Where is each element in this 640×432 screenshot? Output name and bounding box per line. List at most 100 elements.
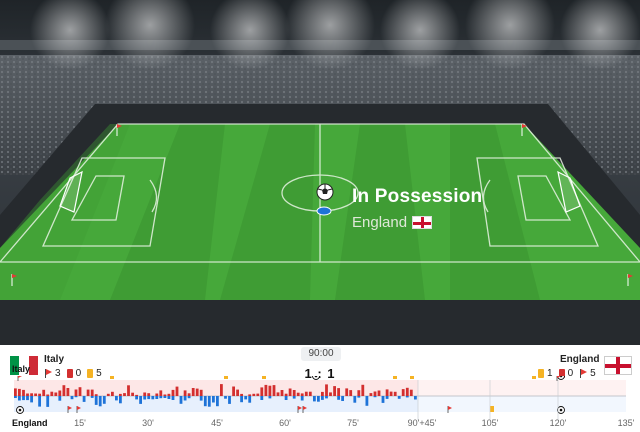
momentum-bar-away bbox=[102, 396, 106, 404]
corner-flag-icon bbox=[556, 376, 561, 381]
corner-flag-icon bbox=[17, 376, 22, 381]
momentum-bar-home bbox=[54, 392, 58, 396]
match-clock: 90:00 bbox=[301, 347, 341, 361]
momentum-bar-away bbox=[216, 396, 219, 407]
home-yellow-cards: 5 bbox=[96, 368, 102, 379]
soccer-ball-icon bbox=[557, 376, 565, 380]
home-team-stats: 3 0 5 bbox=[44, 368, 102, 379]
momentum-bar-home bbox=[167, 393, 171, 396]
momentum-bar-away bbox=[405, 396, 409, 398]
momentum-bar-home bbox=[183, 390, 187, 396]
yellow-card-icon bbox=[87, 369, 94, 378]
momentum-bar-home bbox=[232, 386, 235, 396]
momentum-bar-home bbox=[300, 393, 304, 396]
momentum-bar-away bbox=[248, 396, 252, 403]
momentum-bar-home bbox=[155, 393, 159, 396]
momentum-bar-home bbox=[252, 393, 256, 396]
momentum-bar-home bbox=[361, 384, 365, 396]
momentum-bar-home bbox=[304, 391, 308, 396]
possession-team-name: England bbox=[352, 214, 408, 231]
corner-flag-icon bbox=[44, 369, 52, 378]
stadium-scene bbox=[0, 0, 640, 345]
timeline-tick-label: 105' bbox=[482, 418, 499, 428]
momentum-bar-away bbox=[321, 396, 324, 400]
momentum-bar-home bbox=[106, 393, 110, 396]
momentum-bar-away bbox=[224, 396, 227, 399]
right-goal bbox=[557, 170, 581, 213]
momentum-bar-home bbox=[38, 393, 41, 396]
momentum-bar-home bbox=[292, 390, 296, 396]
momentum-bar-away bbox=[30, 396, 33, 403]
momentum-bar-away bbox=[18, 396, 21, 401]
momentum-bar-home bbox=[240, 393, 243, 396]
corner-flag-icon bbox=[11, 124, 633, 286]
england-flag-icon bbox=[604, 356, 632, 375]
momentum-bar-away bbox=[46, 396, 50, 407]
home-red-cards: 0 bbox=[75, 368, 82, 379]
momentum-bar-home bbox=[86, 389, 90, 396]
momentum-bar-home bbox=[369, 393, 373, 396]
momentum-bar-home bbox=[393, 391, 397, 396]
momentum-bar-away bbox=[397, 396, 401, 399]
momentum-bar-home bbox=[321, 391, 324, 396]
left-goal bbox=[59, 170, 83, 213]
momentum-bar-home bbox=[333, 386, 336, 396]
momentum-bar-away bbox=[119, 396, 122, 404]
momentum-bar-away bbox=[163, 396, 167, 398]
home-team-name: Italy bbox=[44, 354, 65, 365]
yellow-card-icon bbox=[538, 369, 544, 378]
momentum-bar-away bbox=[183, 396, 187, 401]
momentum-bar-home bbox=[171, 389, 175, 396]
momentum-bar-away bbox=[268, 396, 272, 399]
momentum-bar-home bbox=[111, 391, 114, 396]
momentum-bar-home bbox=[46, 394, 50, 396]
corner-flag-icon bbox=[447, 406, 452, 413]
momentum-bar-away bbox=[385, 396, 389, 399]
momentum-bar-away bbox=[381, 396, 385, 403]
momentum-bars bbox=[14, 384, 417, 407]
timeline-tick-label: 45' bbox=[211, 418, 223, 428]
momentum-bar-home bbox=[409, 389, 413, 396]
yellow-card-icon bbox=[393, 376, 397, 379]
momentum-bar-home bbox=[62, 385, 66, 396]
possession-team: England bbox=[352, 214, 482, 231]
momentum-bar-away bbox=[179, 396, 183, 404]
timeline-tick-label: 60' bbox=[279, 418, 291, 428]
momentum-bar-home bbox=[236, 389, 239, 396]
momentum-bar-home bbox=[42, 389, 46, 396]
momentum-bar-away bbox=[325, 396, 328, 399]
red-card-icon bbox=[558, 369, 565, 378]
momentum-bar-away bbox=[139, 396, 142, 404]
momentum-bar-home bbox=[268, 385, 272, 396]
timeline-tick-label: 30' bbox=[142, 418, 154, 428]
momentum-bar-away bbox=[58, 396, 62, 401]
corner-flag-icon bbox=[297, 406, 302, 413]
momentum-bar-away bbox=[414, 396, 417, 400]
momentum-bar-home bbox=[248, 394, 252, 396]
soccer-ball-icon bbox=[16, 406, 24, 414]
away-yellow-cards: 1 bbox=[547, 368, 553, 379]
corner-flag-icon bbox=[67, 406, 72, 413]
yellow-card-icon bbox=[110, 376, 114, 379]
momentum-bar-home bbox=[78, 387, 82, 396]
momentum-bar-away bbox=[341, 396, 344, 401]
timeline-tick-label: 90'+45' bbox=[408, 418, 437, 428]
match-momentum-timeline[interactable]: 15' 30' 45' 60' 75' 90'+45' 105' 120' 135' bbox=[0, 376, 640, 432]
momentum-bar-away bbox=[203, 396, 207, 407]
momentum-bar-away bbox=[212, 396, 215, 403]
momentum-bar-away bbox=[90, 396, 94, 398]
momentum-bar-home bbox=[74, 389, 78, 396]
momentum-bar-home bbox=[260, 387, 264, 396]
timeline-events bbox=[16, 376, 565, 420]
momentum-bar-home bbox=[163, 394, 167, 396]
soccer-ball-icon bbox=[312, 376, 320, 380]
momentum-bar-home bbox=[284, 393, 288, 396]
momentum-bar-home bbox=[296, 392, 300, 396]
momentum-bar-home bbox=[199, 389, 203, 396]
momentum-bar-home bbox=[58, 390, 62, 396]
momentum-bar-home bbox=[288, 388, 292, 396]
timeline-tick-label: 75' bbox=[347, 418, 359, 428]
momentum-bar-away bbox=[26, 396, 29, 401]
momentum-bar-home bbox=[373, 391, 377, 396]
timeline-top-team: Italy bbox=[12, 364, 31, 374]
